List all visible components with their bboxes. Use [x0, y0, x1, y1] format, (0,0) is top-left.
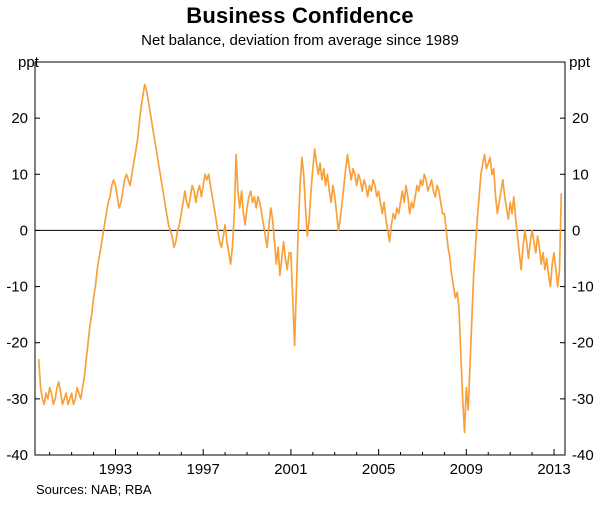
y-tick-label-right: 10	[572, 166, 589, 183]
plot-border	[34, 61, 566, 456]
y-tick-label-right: -30	[572, 391, 594, 408]
x-tick-label: 1997	[187, 461, 220, 478]
y-tick-label-left: -20	[6, 335, 28, 352]
x-tick-label: 2001	[274, 461, 307, 478]
x-tick-label: 2005	[362, 461, 395, 478]
source-note: Sources: NAB; RBA	[36, 482, 152, 497]
y-tick-label-right: -20	[572, 335, 594, 352]
y-axis-unit-left: ppt	[18, 54, 39, 71]
chart-subtitle: Net balance, deviation from average sinc…	[141, 32, 459, 49]
y-tick-label-left: 0	[20, 222, 28, 239]
y-axis-unit-right: ppt	[569, 54, 590, 71]
y-tick-label-right: 20	[572, 110, 589, 127]
x-tick-label: 2013	[537, 461, 570, 478]
confidence-line	[37, 83, 563, 434]
y-tick-label-left: 20	[11, 110, 28, 127]
y-tick-label-right: -40	[572, 447, 594, 464]
y-tick-label-left: -30	[6, 391, 28, 408]
y-tick-label-left: 10	[11, 166, 28, 183]
chart-title: Business Confidence	[186, 3, 414, 28]
y-tick-label-left: -40	[6, 447, 28, 464]
x-tick-label: 2009	[450, 461, 483, 478]
x-tick-label: 1993	[99, 461, 132, 478]
y-tick-label-left: -10	[6, 279, 28, 296]
y-tick-label-right: 0	[572, 222, 580, 239]
y-tick-label-right: -10	[572, 279, 594, 296]
